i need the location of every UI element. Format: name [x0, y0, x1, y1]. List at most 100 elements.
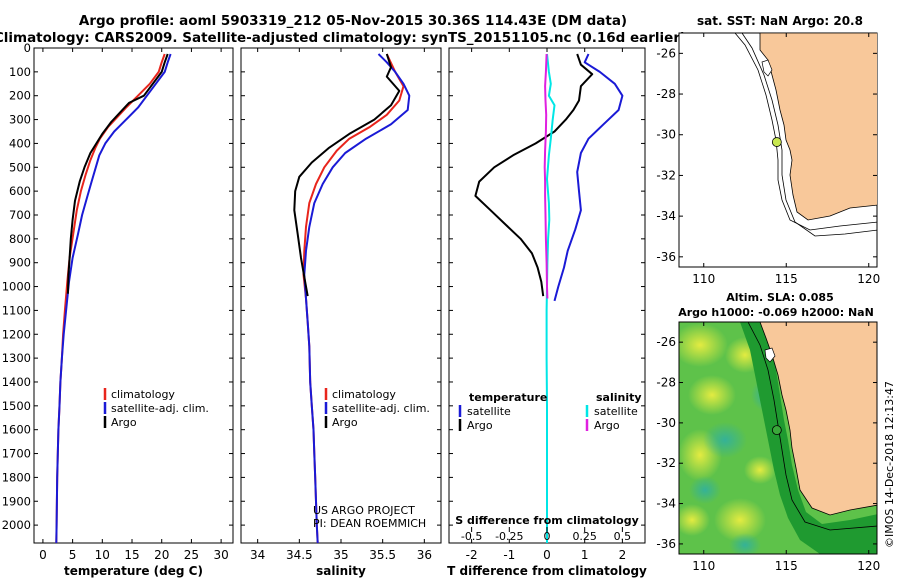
sla-map-ticks: 110 115 120 -26 -28 -30 -32 -34 -36	[656, 322, 880, 573]
s-tick-label: 0	[544, 530, 551, 543]
depth-tick-label: 1000	[2, 280, 31, 294]
depth-tick-label: 500	[9, 160, 31, 174]
x-tick-label: 30	[213, 548, 228, 562]
s-tick-label: 0.5	[614, 530, 632, 543]
x-tick-label: -1	[503, 548, 515, 562]
project-annotation: US ARGO PROJECT	[313, 504, 415, 517]
salinity-frame	[240, 47, 442, 544]
depth-tick-label: 1500	[2, 399, 31, 413]
legend-title-salinity: salinity	[596, 391, 642, 404]
map-x-tick-label: 110	[692, 272, 715, 286]
x-tick-label: 1	[581, 548, 589, 562]
sst-isobath-2000m	[741, 33, 877, 237]
s-tick-label: 0.25	[572, 530, 597, 543]
map-y-tick-label: -26	[656, 335, 676, 349]
depth-tick-label: 800	[9, 232, 31, 246]
salinity-xlabel: salinity	[316, 564, 366, 578]
sst-island	[761, 59, 773, 77]
depth-tick-label: 1300	[2, 351, 31, 365]
depth-tick-label: 400	[9, 136, 31, 150]
map-y-tick-label: -30	[656, 128, 676, 142]
sst-argo-marker	[771, 137, 782, 147]
title-line-1: Argo profile: aoml 5903319_212 05-Nov-20…	[79, 13, 627, 29]
map-x-tick-label: 115	[775, 272, 798, 286]
depth-tick-label: 0	[24, 41, 31, 55]
s-tick-label: -0.5	[461, 530, 482, 543]
sla-argo-marker	[771, 425, 782, 436]
depth-tick-label: 600	[9, 184, 31, 198]
depth-tick-label: 1700	[2, 447, 31, 461]
map-y-tick-label: -34	[656, 497, 676, 511]
temperature-series-satellite-adj-clim-	[55, 53, 172, 544]
depth-tick-label: 2000	[2, 518, 31, 532]
x-tick-label: 34.5	[286, 548, 313, 562]
map-y-tick-label: -36	[656, 537, 676, 551]
depth-tick-label: 1100	[2, 303, 31, 317]
map-y-tick-label: -36	[656, 250, 676, 264]
x-tick-label: 5	[69, 548, 77, 562]
sla-shelf	[740, 322, 877, 554]
map-x-tick-label: 120	[857, 272, 880, 286]
map-y-tick-label: -32	[656, 456, 676, 470]
map-y-tick-label: -34	[656, 209, 676, 223]
map-x-tick-label: 120	[857, 559, 880, 573]
map-y-tick-label: -28	[656, 376, 676, 390]
x-tick-label: 10	[95, 548, 110, 562]
top-xlabel: S difference from climatology	[455, 514, 639, 527]
temperature-xlabel: temperature (deg C)	[64, 564, 203, 578]
depth-tick-label: 300	[9, 113, 31, 127]
x-tick-label: 36	[417, 548, 432, 562]
depth-tick-label: 1800	[2, 470, 31, 484]
x-tick-label: 15	[124, 548, 139, 562]
depth-tick-label: 200	[9, 89, 31, 103]
sla-map-frame	[678, 321, 878, 555]
x-tick-label: -2	[466, 548, 478, 562]
sst-map-ticks: 110 115 120 -26 -28 -30 -32 -34 -36	[656, 33, 880, 286]
salinity-panel: 34 34.5 35 35.5 36 salinity climatologysatelli…	[240, 47, 442, 578]
temperature-panel: 0 100 200 300 400 500 600 700 800 900 1000 1100 1200…	[2, 41, 234, 578]
x-tick-label: 34	[250, 548, 265, 562]
legend-title-temperature: temperature	[469, 391, 547, 404]
salinity-series-satellite-adj-clim-	[303, 53, 411, 544]
x-tick-label: 25	[184, 548, 199, 562]
x-tick-label: 35	[333, 548, 348, 562]
sla-island	[764, 347, 776, 363]
depth-tick-label: 1400	[2, 375, 31, 389]
difference-series-t-argo	[474, 53, 594, 297]
legend-label: Argo	[467, 419, 493, 432]
legend-label: satellite-adj. clim.	[332, 402, 430, 415]
x-tick-label: 0	[543, 548, 551, 562]
salinity-series-argo	[293, 53, 401, 297]
depth-tick-label: 900	[9, 256, 31, 270]
legend-label: climatology	[332, 388, 396, 401]
legend-label: climatology	[111, 388, 175, 401]
sla-map-title-1: Altim. SLA: 0.085	[726, 291, 833, 304]
map-x-tick-label: 110	[692, 559, 715, 573]
map-y-tick-label: -32	[656, 168, 676, 182]
sst-map: sat. SST: NaN Argo: 20.8 110 115 120 -26 -28…	[656, 14, 880, 286]
depth-tick-label: 700	[9, 208, 31, 222]
map-x-tick-label: 115	[775, 559, 798, 573]
sst-map-title: sat. SST: NaN Argo: 20.8	[697, 14, 863, 28]
sla-map-title-2: Argo h1000: -0.069 h2000: NaN	[678, 306, 874, 319]
difference-panel: -2 -1 0 1 2 T difference from climatology temp…	[447, 47, 647, 578]
s-tick-label: -0.25	[495, 530, 523, 543]
sla-land	[759, 322, 877, 516]
depth-tick-label: 100	[9, 65, 31, 79]
depth-tick-label: 1200	[2, 327, 31, 341]
x-tick-label: 35.5	[369, 548, 396, 562]
title-line-2: Climatology: CARS2009. Satellite-adjuste…	[0, 30, 686, 46]
legend-label: Argo	[111, 416, 137, 429]
map-y-tick-label: -28	[656, 87, 676, 101]
credit-text: ©IMOS 14-Dec-2018 12:13:47	[883, 381, 896, 548]
difference-xlabel: T difference from climatology	[447, 564, 647, 578]
x-tick-label: 20	[154, 548, 169, 562]
project-annotation: PI: DEAN ROEMMICH	[313, 517, 426, 530]
difference-series-s-satellite	[545, 53, 556, 543]
sla-isobath	[747, 322, 877, 531]
legend-label: Argo	[594, 419, 620, 432]
sst-isobath-200m	[734, 33, 877, 231]
x-tick-label: 2	[619, 548, 627, 562]
sla-map: Altim. SLA: 0.085 Argo h1000: -0.069 h20…	[656, 291, 880, 573]
